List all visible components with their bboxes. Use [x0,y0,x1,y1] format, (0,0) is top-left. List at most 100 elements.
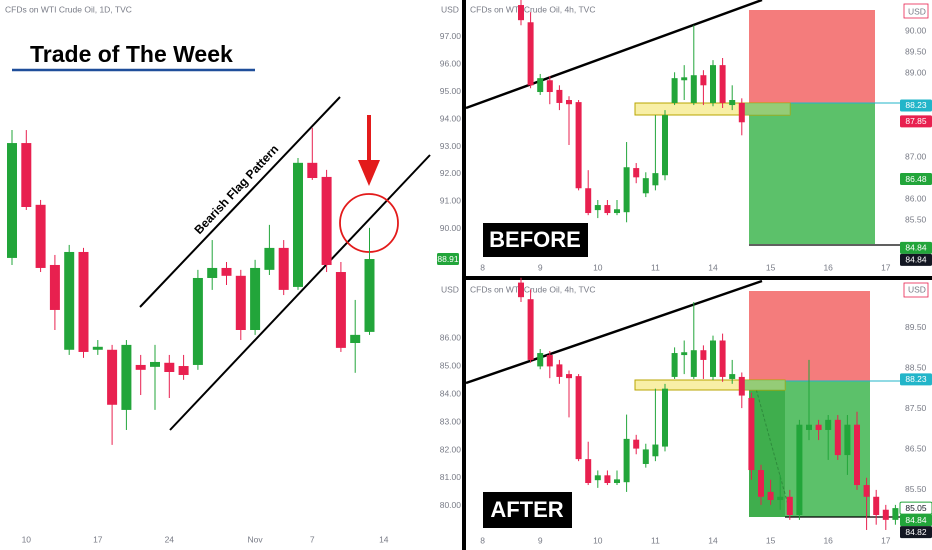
y-tick-label: 87.00 [905,151,927,161]
x-tick-label: 17 [93,534,103,544]
panel-divider [462,276,932,280]
x-tick-label: 15 [766,535,776,545]
price-tag [900,173,932,186]
candle-body [690,350,697,377]
candle-body [518,282,524,298]
source-label: CFDs on WTI Crude Oil, 4h, TVC [470,4,595,14]
candle-body [594,475,601,481]
x-tick-label: 17 [881,262,891,272]
support-zone-overlap [740,103,790,115]
panel-label: AFTER [490,497,563,522]
candle-body [671,353,678,377]
x-tick-label: 15 [766,262,776,272]
axis-unit: USD [908,284,926,294]
trend-line [465,0,763,110]
candle-body [350,334,361,344]
x-tick-label: 11 [651,535,660,545]
y-tick-label: 89.50 [905,46,927,56]
candle-body [278,247,289,290]
candle-body [546,80,553,93]
candle-body [527,299,534,360]
candle-body [604,475,611,484]
support-zone-overlap [740,380,785,390]
y-tick-label: 86.00 [905,193,927,203]
y-tick-label: 88.50 [905,363,927,373]
candle-body [264,247,275,270]
source-label: CFDs on WTI Crude Oil, 4h, TVC [470,284,595,294]
candle-body [537,78,544,93]
y2-tick-label: 91.00 [440,196,462,206]
unit-box [903,3,929,19]
trend-line [465,279,763,385]
x-tick-label: 14 [708,262,718,272]
axis-unit: USD [908,6,926,16]
price-tag-label: 84.84 [905,243,927,253]
label-box [483,492,572,528]
candle-body [135,364,146,370]
y2-tick-label: 84.00 [440,389,462,399]
price-tag [900,526,932,539]
candle-body [719,65,726,103]
flag-upper-line [139,96,341,308]
candle-body [652,444,659,457]
candle-body [235,275,246,330]
candle-body [796,424,803,515]
x-tick-label: 8 [480,262,485,272]
price-tag [437,253,459,266]
candle-body [690,75,697,103]
candle-body [786,496,793,515]
candle-body [527,22,534,86]
candle-body [164,362,175,372]
candle-body [767,491,774,501]
y2-tick-label: 94.00 [440,113,462,123]
price-tag [900,373,932,386]
price-tag [900,115,932,128]
candle-body [710,340,716,377]
y2-tick-label: 90.00 [440,223,462,233]
x-tick-label: 14 [379,534,389,544]
candle-body [662,115,668,176]
y2-tick-label: 83.00 [440,416,462,426]
panel-divider [462,0,466,550]
candle-body [873,496,880,515]
x-tick-label: 14 [708,535,718,545]
x-tick-label: 10 [593,535,603,545]
candle-body [594,205,601,211]
candle-body [729,100,736,106]
price-tag [900,99,932,112]
price-tag-label: 87.85 [905,116,927,126]
x-tick-label: 8 [480,535,485,545]
candle-body [585,459,592,484]
panel-label: BEFORE [489,227,581,252]
candle-body [681,77,688,81]
candle-body [364,259,375,332]
candle-body [642,449,649,464]
price-tag-label: 88.91 [437,254,459,264]
candle-body [335,272,346,348]
y2-tick-label: 80.00 [440,500,462,510]
candle-body [21,143,32,207]
x-tick-label: 16 [823,535,833,545]
candle-body [825,419,832,430]
candle-body [221,267,232,276]
candle-body [49,264,60,310]
candle-body [150,361,160,367]
x-tick-label: 10 [22,534,32,544]
candle-body [815,424,822,430]
candle-body [537,353,544,367]
candle-body [92,346,103,350]
candle-body [107,349,118,405]
x-tick-label: 17 [881,535,891,545]
price-tag [900,241,932,254]
candle-body [863,485,870,497]
candle-body [642,178,649,194]
x-tick-label: 24 [165,534,175,544]
axis-unit: USD [441,4,459,14]
candle-body [700,75,707,86]
candle-body [35,204,46,268]
candle-body [64,251,75,350]
candle-body [566,374,572,379]
y2-tick-label: 86.00 [440,333,462,343]
candle-body [293,162,303,287]
